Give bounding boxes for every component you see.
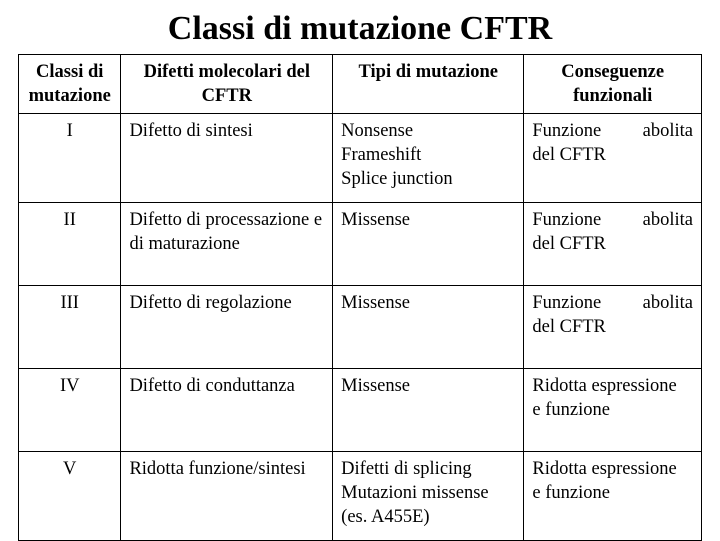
cell-class: IV xyxy=(19,369,121,452)
consequence-right: abolita xyxy=(643,208,693,232)
type-line: Splice junction xyxy=(341,167,515,191)
consequence-left: Funzione xyxy=(532,208,601,232)
table-row: IV Difetto di conduttanza Missense Ridot… xyxy=(19,369,702,452)
table-row: I Difetto di sintesi Nonsense Frameshift… xyxy=(19,114,702,203)
cell-class: I xyxy=(19,114,121,203)
cell-consequence: Funzione abolita del CFTR xyxy=(524,286,702,369)
consequence-line: Ridotta espressione xyxy=(532,457,693,481)
col-header-consequences: Conseguenze funzionali xyxy=(524,55,702,114)
table-header-row: Classi di mutazione Difetti molecolari d… xyxy=(19,55,702,114)
cell-consequence: Funzione abolita del CFTR xyxy=(524,114,702,203)
type-line: Difetti di splicing xyxy=(341,457,515,481)
cell-types: Missense xyxy=(333,369,524,452)
col-header-types: Tipi di mutazione xyxy=(333,55,524,114)
consequence-line: e funzione xyxy=(532,398,693,422)
col-header-defect: Difetti molecolari del CFTR xyxy=(121,55,333,114)
cell-types: Missense xyxy=(333,286,524,369)
page-container: Classi di mutazione CFTR Classi di mutaz… xyxy=(0,0,720,540)
type-line: Nonsense xyxy=(341,119,515,143)
consequence-line: del CFTR xyxy=(532,143,693,167)
type-line: Mutazioni missense xyxy=(341,481,515,505)
cell-defect: Difetto di processazione e di maturazion… xyxy=(121,203,333,286)
mutation-table: Classi di mutazione Difetti molecolari d… xyxy=(18,54,702,541)
cell-defect: Difetto di sintesi xyxy=(121,114,333,203)
cell-consequence: Funzione abolita del CFTR xyxy=(524,203,702,286)
cell-defect: Difetto di regolazione xyxy=(121,286,333,369)
type-line: Frameshift xyxy=(341,143,515,167)
cell-class: II xyxy=(19,203,121,286)
type-line: Missense xyxy=(341,291,515,315)
consequence-line: del CFTR xyxy=(532,232,693,256)
type-line: Missense xyxy=(341,374,515,398)
consequence-line: e funzione xyxy=(532,481,693,505)
consequence-line: Ridotta espressione xyxy=(532,374,693,398)
cell-defect: Difetto di conduttanza xyxy=(121,369,333,452)
cell-types: Nonsense Frameshift Splice junction xyxy=(333,114,524,203)
type-line: (es. A455E) xyxy=(341,505,515,529)
type-line: Missense xyxy=(341,208,515,232)
cell-class: III xyxy=(19,286,121,369)
consequence-right: abolita xyxy=(643,291,693,315)
consequence-line: Funzione abolita xyxy=(532,291,693,315)
cell-types: Difetti di splicing Mutazioni missense (… xyxy=(333,452,524,541)
consequence-left: Funzione xyxy=(532,119,601,143)
consequence-right: abolita xyxy=(643,119,693,143)
page-title: Classi di mutazione CFTR xyxy=(18,10,702,48)
consequence-left: Funzione xyxy=(532,291,601,315)
cell-types: Missense xyxy=(333,203,524,286)
cell-defect: Ridotta funzione/sintesi xyxy=(121,452,333,541)
consequence-line: Funzione abolita xyxy=(532,208,693,232)
cell-consequence: Ridotta espressione e funzione xyxy=(524,369,702,452)
col-header-class: Classi di mutazione xyxy=(19,55,121,114)
cell-consequence: Ridotta espressione e funzione xyxy=(524,452,702,541)
consequence-line: del CFTR xyxy=(532,315,693,339)
table-row: V Ridotta funzione/sintesi Difetti di sp… xyxy=(19,452,702,541)
table-row: II Difetto di processazione e di maturaz… xyxy=(19,203,702,286)
cell-class: V xyxy=(19,452,121,541)
table-row: III Difetto di regolazione Missense Funz… xyxy=(19,286,702,369)
consequence-line: Funzione abolita xyxy=(532,119,693,143)
